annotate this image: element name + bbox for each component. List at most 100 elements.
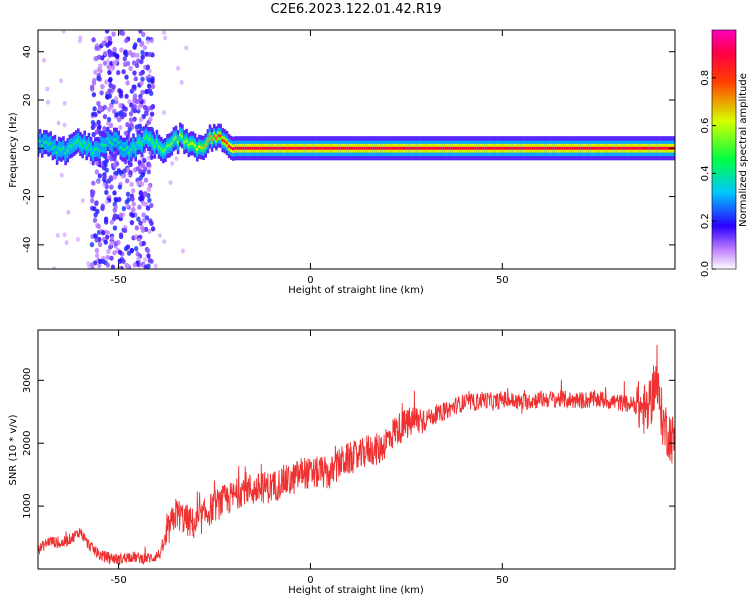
spectrogram-scatter-point: [133, 76, 138, 82]
spectrogram-scatter-point: [96, 223, 102, 229]
spectrogram-tone-cell: [38, 139, 42, 143]
spectrogram-tone-cell: [285, 146, 288, 150]
y-tick-label: 20: [22, 94, 33, 107]
spectrogram-scatter-point: [66, 209, 71, 215]
spectrogram-tone-cell: [408, 146, 411, 150]
spectrogram-scatter-point: [90, 192, 95, 198]
colorbar-ticks: 0.0 0.2 0.4 0.6 0.8: [700, 70, 716, 277]
spectrogram-scatter-point: [136, 105, 140, 111]
spectrogram-scatter-point: [118, 125, 123, 131]
spectrogram-tone-cell: [83, 141, 86, 145]
spectrogram-tone-cell: [353, 146, 356, 150]
spectrogram-scatter-point: [122, 112, 128, 118]
spectrogram-tone-cell: [480, 146, 484, 150]
spectrogram-tone-cell: [217, 134, 220, 138]
spectrogram-tone-cell: [435, 146, 439, 150]
spectrogram-tone-cell: [450, 146, 454, 150]
spectrogram-tone-cell: [212, 134, 216, 138]
spectrogram-scatter-point: [92, 106, 97, 112]
snr-y-label: SNR (10 * v/v): [8, 414, 19, 485]
spectrogram-tone-cell: [327, 146, 331, 150]
spectrogram-scatter-point: [130, 212, 135, 218]
spectrogram-tone-cell: [578, 146, 581, 150]
spectrogram-tone-cell: [85, 146, 89, 150]
spectrogram-scatter-point: [107, 106, 112, 112]
spectrogram-tone-cell: [210, 138, 214, 142]
spectrogram-tone-cell: [425, 146, 428, 150]
spectrogram-tone-cell: [329, 146, 333, 150]
spectrogram-tone-cell: [389, 146, 392, 150]
spectrogram-tone-cell: [529, 146, 532, 150]
spectrogram-scatter-point: [102, 126, 107, 132]
spectrogram-tone-cell: [115, 138, 118, 142]
spectrogram-tone-cell: [550, 146, 554, 150]
spectrogram-scatter-point: [109, 219, 115, 225]
spectrogram-tone-cell: [429, 146, 433, 150]
spectrogram-scatter-point: [136, 216, 141, 222]
spectrogram-tone-cell: [601, 146, 605, 150]
spectrogram-tone-cell: [87, 143, 91, 147]
x-tick-label: 0: [307, 575, 313, 586]
spectrogram-tone-cell: [60, 148, 63, 152]
spectrogram-tone-cell: [472, 146, 475, 150]
spectrogram-scatter-point: [101, 40, 106, 46]
spectrogram-tone-cell: [189, 142, 193, 145]
spectrogram-scatter-point: [120, 174, 125, 179]
spectrogram-tone-cell: [244, 146, 248, 150]
spectrogram-tone-cell: [469, 146, 473, 150]
spectrogram-tone-cell: [539, 146, 543, 150]
spectrogram-x-label: Height of straight line (km): [288, 285, 424, 296]
spectrogram-tone-cell: [556, 146, 560, 150]
spectrogram-scatter-point: [109, 50, 114, 56]
spectrogram-scatter-point: [112, 250, 117, 256]
spectrogram-scatter-point: [132, 70, 137, 76]
spectrogram-tone-cell: [499, 146, 503, 150]
spectrogram-scatter-point: [112, 51, 118, 57]
spectrogram-scatter-point: [106, 116, 112, 123]
spectrogram-tone-cell: [202, 146, 205, 150]
spectrogram-tone-cell: [266, 146, 269, 150]
spectrogram-scatter-point: [55, 233, 60, 238]
spectrogram-tone-cell: [491, 146, 494, 150]
spectrogram-tone-cell: [484, 146, 488, 150]
spectrogram-tone-cell: [57, 147, 61, 151]
spectrogram-tone-cell: [627, 146, 630, 150]
spectrogram-scatter-point: [106, 248, 111, 255]
spectrogram-scatter-point: [109, 66, 114, 72]
spectrogram-scatter-point: [142, 217, 147, 224]
spectrogram-tone-cell: [323, 146, 326, 150]
spectrogram-scatter-point: [107, 40, 113, 46]
spectrogram-tone-cell: [66, 148, 69, 152]
spectrogram-scatter-point: [77, 38, 82, 44]
spectrogram-scatter-point: [112, 163, 118, 169]
spectrogram-scatter-point: [96, 119, 101, 125]
spectrogram-tone-cell: [448, 146, 452, 150]
spectrogram-tone-cell: [140, 143, 144, 147]
spectrogram-scatter-point: [124, 74, 129, 80]
spectrogram-scatter-point: [124, 93, 129, 99]
spectrogram-scatter-point: [149, 90, 154, 96]
spectrogram-scatter-point: [141, 31, 146, 37]
spectrogram-scatter-point: [99, 90, 104, 96]
spectrogram-scatter-point: [103, 219, 109, 225]
spectrogram-scatter-point: [93, 233, 98, 239]
spectrogram-tone-cell: [236, 146, 239, 150]
spectrogram-scatter-point: [108, 244, 113, 250]
spectrogram-scatter-point: [128, 111, 134, 117]
spectrogram-scatter-point: [102, 114, 108, 120]
spectrogram-scatter-point: [129, 181, 134, 187]
spectrogram-scatter-point: [98, 258, 103, 265]
spectrogram-scatter-point: [97, 241, 103, 248]
spectrogram-tone-cell: [641, 146, 645, 150]
spectrogram-tone-cell: [414, 146, 418, 150]
spectrogram-scatter-point: [131, 60, 137, 66]
colorbar: 0.0 0.2 0.4 0.6 0.8 Normalized spectral ampl…: [700, 29, 749, 277]
spectrogram-tone-cell: [340, 146, 343, 150]
spectrogram-tone-cell: [567, 146, 571, 150]
spectrogram-scatter-point: [174, 156, 179, 162]
spectrogram-tone-cell: [283, 146, 286, 150]
spectrogram-tone-cell: [395, 146, 399, 150]
spectrogram-tone-cell: [74, 140, 78, 144]
spectrogram-scatter-point: [107, 88, 112, 94]
colorbar-tick-label: 0.0: [700, 261, 711, 277]
